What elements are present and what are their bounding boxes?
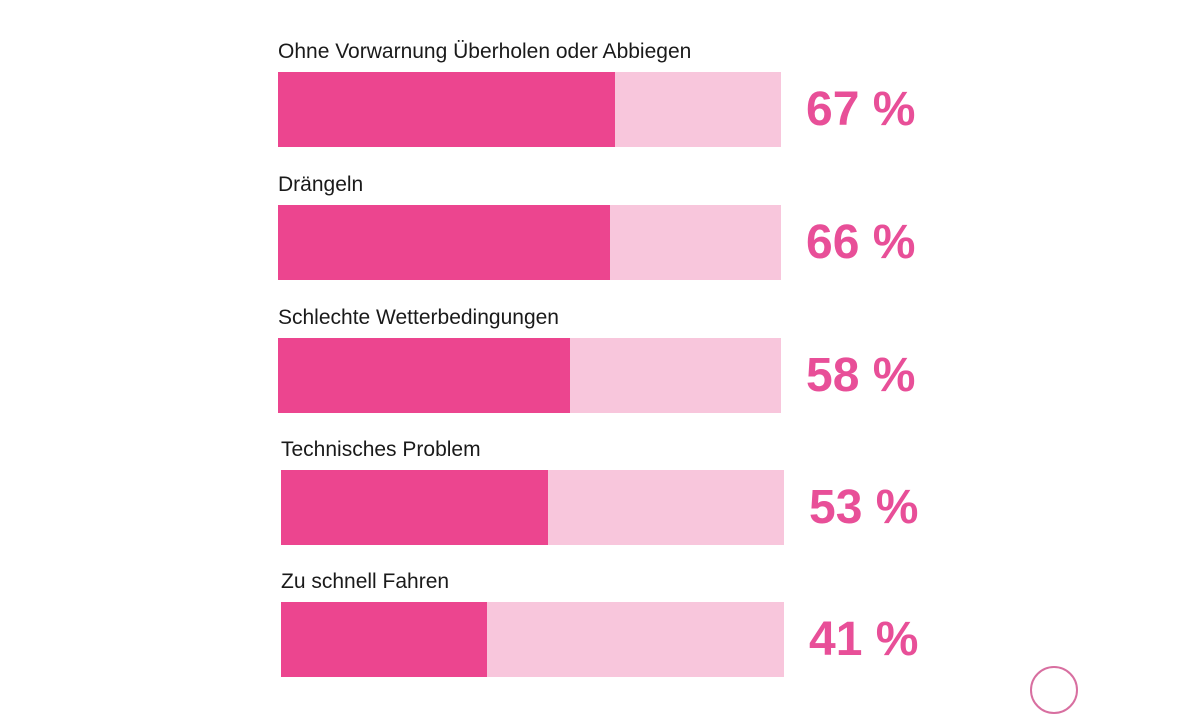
value-label: 66 %	[806, 216, 916, 269]
value-label: 58 %	[806, 349, 916, 402]
bar-track	[278, 205, 781, 280]
bar	[278, 338, 570, 413]
category-label: Technisches Problem	[281, 438, 481, 461]
bar-track	[281, 602, 784, 677]
bar-track	[278, 72, 781, 147]
bar	[278, 72, 615, 147]
bar	[278, 205, 610, 280]
category-label: Drängeln	[278, 173, 364, 196]
bar-track	[281, 470, 784, 545]
category-label: Schlechte Wetterbedingungen	[278, 306, 559, 329]
category-label: Zu schnell Fahren	[281, 570, 450, 593]
value-label: 53 %	[809, 481, 919, 534]
bar	[281, 602, 488, 677]
bar-track	[278, 338, 781, 413]
logo-icon	[1030, 666, 1078, 714]
bar	[281, 470, 548, 545]
value-label: 67 %	[806, 83, 916, 136]
category-label: Ohne Vorwarnung Überholen oder Abbiegen	[278, 40, 692, 63]
value-label: 41 %	[809, 613, 919, 666]
